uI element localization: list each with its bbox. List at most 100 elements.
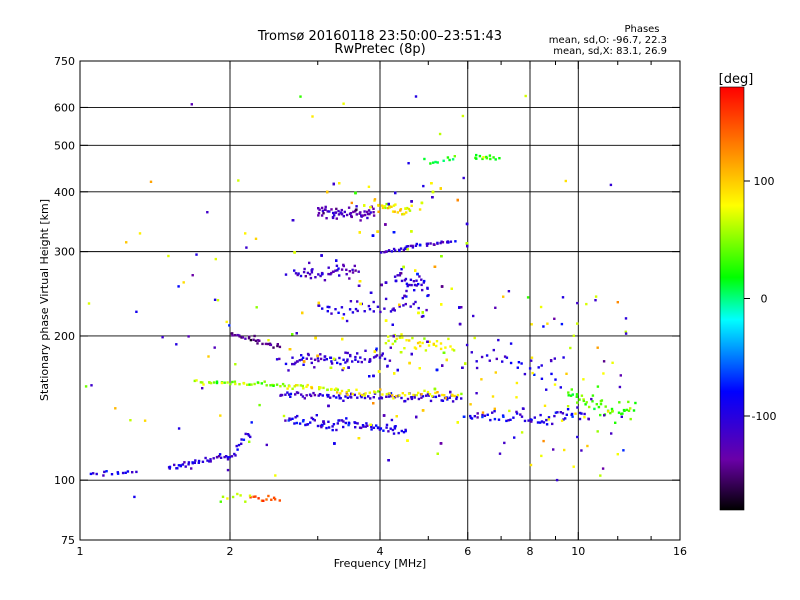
echo-point [450,287,453,290]
echo-point [279,385,282,388]
echo-point [572,465,575,468]
echo-point [326,305,329,309]
echo-point [576,435,579,439]
echo-point [138,232,142,235]
echo-point [421,311,424,314]
echo-point [335,217,338,220]
echo-point [601,467,605,470]
echo-point [343,210,346,214]
echo-point [439,241,442,245]
echo-point [376,230,379,233]
echo-point [398,274,402,277]
echo-point [462,176,465,180]
echo-point [465,343,469,347]
echo-point [411,244,414,248]
echo-point [398,305,401,308]
echo-point [356,352,359,355]
echo-point [388,359,392,362]
echo-point [390,250,394,253]
echo-point [379,310,382,314]
echo-point [345,273,348,276]
echo-point [460,397,463,400]
echo-point [339,392,342,395]
echo-point [475,153,478,157]
echo-point [369,359,372,363]
echo-point [408,339,411,342]
echo-point [231,380,234,384]
echo-point [184,465,187,468]
echo-point [294,416,297,419]
echo-point [449,345,452,348]
echo-point [364,349,367,352]
echo-point [620,415,623,418]
echo-point [411,246,415,249]
echo-point [430,182,433,185]
echo-point [239,494,242,497]
echo-point [580,394,584,397]
echo-point [403,394,407,397]
echo-point [401,336,404,339]
echo-point [293,251,296,254]
x-tick-label: 1 [77,545,84,558]
echo-point [338,274,341,277]
echo-point [391,428,395,432]
echo-point [389,346,392,349]
echo-point [404,277,408,281]
echo-point [305,394,308,397]
echo-point [414,95,418,98]
echo-point [426,287,429,290]
echo-point [372,402,375,405]
echo-point [439,342,443,345]
echo-point [368,308,372,311]
echo-point [181,463,185,466]
echo-point [530,420,533,423]
echo-point [226,468,230,472]
echo-point [429,162,432,165]
echo-point [317,301,320,305]
echo-point [327,426,331,429]
echo-point [545,388,548,391]
echo-point [301,311,304,315]
echo-point [358,212,361,215]
echo-point [374,391,377,394]
echo-point [387,339,390,342]
echo-point [624,317,628,320]
echo-point [187,463,190,466]
echo-point [383,205,386,208]
echo-point [317,359,320,363]
echo-point [571,393,574,396]
echo-point [321,307,324,310]
echo-point [143,419,147,422]
echo-point [95,472,98,476]
echo-point [526,296,530,299]
echo-point [542,439,545,443]
echo-point [451,348,454,351]
echo-point [625,408,628,412]
echo-point [413,283,417,287]
echo-point [422,184,425,188]
echo-point [627,400,630,404]
echo-point [317,207,320,210]
echo-point [208,381,211,384]
echo-point [359,219,362,222]
echo-point [415,279,418,282]
echo-point [291,356,294,359]
echo-point [384,297,388,301]
echo-point [244,232,247,235]
echo-point [89,472,93,476]
echo-point [396,274,399,277]
echo-point [383,307,386,310]
echo-point [190,103,193,106]
echo-point [419,344,422,348]
echo-point [236,448,239,451]
echo-point [302,363,305,366]
echo-point [621,412,624,415]
echo-point [414,300,417,304]
echo-point [393,396,397,399]
echo-point [361,214,365,217]
echo-point [439,187,442,190]
echo-point [296,414,299,418]
echo-point [256,342,259,345]
echo-point [317,211,321,215]
